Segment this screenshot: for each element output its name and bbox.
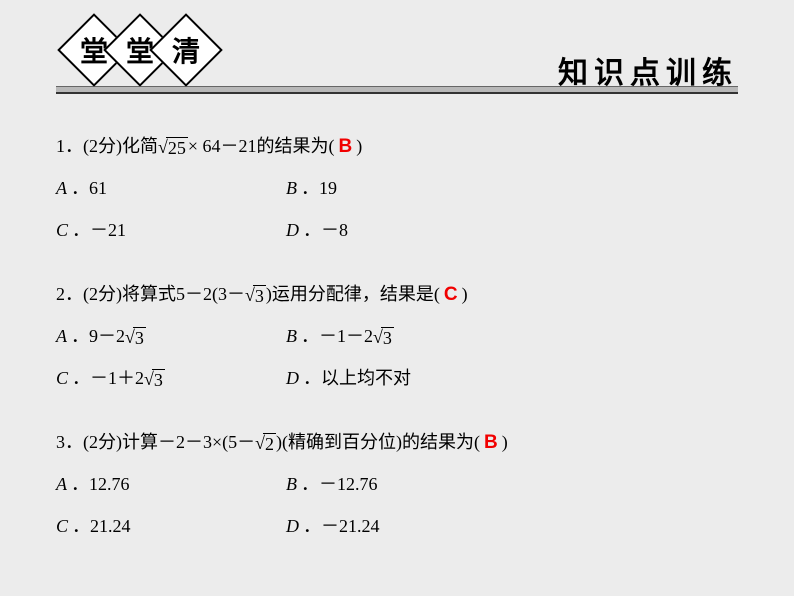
page-header: 堂 堂 清 知识点训练 [56,32,738,104]
question-1-stem: 1． (2分) 化简 √25 × 64－21的结果为( B ) [56,128,738,166]
question-1-options: A．61 B．19 C．－21 D．－8 [56,170,738,248]
question-2-stem: 2． (2分) 将算式5－2(3－ √3 )运用分配律，结果是( C ) [56,276,738,314]
q2-suffix: ) [462,276,468,312]
q2-prefix: 将算式5－2(3－ [122,276,245,312]
q2-answer: C [444,276,458,314]
q3-num: 3． [56,424,83,460]
q1-answer: B [339,128,353,166]
diamond-badges: 堂 堂 清 [68,24,206,76]
q2-opt-d: D．以上均不对 [286,360,516,396]
q1-opt-a: A．61 [56,170,286,206]
q2-opt-b: B．－1－2 √3 [286,318,516,354]
question-2: 2． (2分) 将算式5－2(3－ √3 )运用分配律，结果是( C ) A．9… [56,276,738,396]
q3-opt-a: A．12.76 [56,466,286,502]
q1-opt-c: C．－21 [56,212,286,248]
sqrt-icon: √3 [245,285,266,308]
q2-opt-c: C．－1＋2 √3 [56,360,286,396]
sqrt-icon: √3 [373,327,394,350]
question-3: 3． (2分) 计算－2－3×(5－ √2 )(精确到百分位)的结果为( B )… [56,424,738,544]
q1-suffix: ) [356,128,362,164]
q3-prefix: 计算－2－3×(5－ [122,424,255,460]
q3-suffix: ) [502,424,508,460]
question-3-stem: 3． (2分) 计算－2－3×(5－ √2 )(精确到百分位)的结果为( B ) [56,424,738,462]
q1-expr: × 64－21的结果为( [188,128,335,164]
diamond-3: 清 [149,13,223,87]
question-1: 1． (2分) 化简 √25 × 64－21的结果为( B ) A．61 B．1… [56,128,738,248]
q2-num: 2． [56,276,83,312]
q3-points: (2分) [83,424,122,460]
q1-opt-d: D．－8 [286,212,516,248]
diamond-3-char: 清 [172,30,200,70]
q3-answer: B [484,424,498,462]
q3-opt-b: B．－12.76 [286,466,516,502]
q1-opt-b: B．19 [286,170,516,206]
q3-expr: )(精确到百分位)的结果为( [276,424,480,460]
q2-points: (2分) [83,276,122,312]
q3-opt-c: C．21.24 [56,508,286,544]
q1-points: (2分) [83,128,122,164]
sqrt-icon: √2 [255,433,276,456]
q2-expr: )运用分配律，结果是( [266,276,440,312]
header-title: 知识点训练 [558,48,738,92]
q2-opt-a: A．9－2 √3 [56,318,286,354]
q1-num: 1． [56,128,83,164]
question-3-options: A．12.76 B．－12.76 C．21.24 D．－21.24 [56,466,738,544]
sqrt-icon: √3 [144,369,165,392]
q1-prefix: 化简 [122,128,158,164]
q3-opt-d: D．－21.24 [286,508,516,544]
sqrt-icon: √3 [125,327,146,350]
question-2-options: A．9－2 √3 B．－1－2 √3 C．－1＋2 √3 D．以上均不对 [56,318,738,396]
sqrt-icon: √25 [158,137,188,160]
